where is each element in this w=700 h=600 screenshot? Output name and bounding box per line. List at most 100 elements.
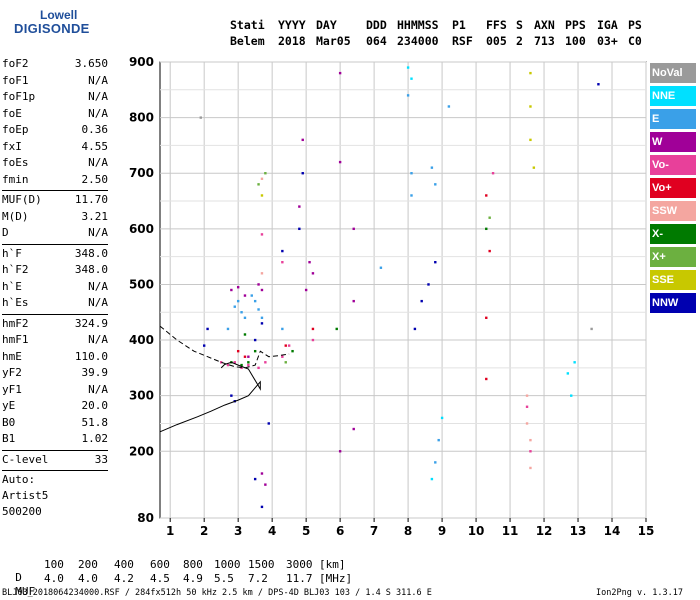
data-point: [529, 438, 532, 442]
muf-value: 4.9: [183, 572, 203, 585]
param-value: N/A: [88, 226, 108, 239]
param-row: hmF1 N/A: [2, 332, 108, 349]
param-row: M(D) 3.21: [2, 209, 108, 226]
data-point: [281, 249, 284, 253]
data-point: [298, 227, 301, 231]
d-value: 1000: [214, 558, 241, 571]
data-point: [352, 299, 355, 303]
data-point: [301, 172, 304, 175]
x-tick-label: 9: [438, 524, 446, 538]
y-tick-label: 600: [129, 222, 154, 236]
y-tick-label: 400: [129, 333, 154, 347]
param-name: yE: [2, 399, 16, 412]
param-row: D N/A: [2, 225, 108, 242]
footer-file-info: BLJ03_2018064234000.RSF / 284fx512h 50 k…: [2, 588, 432, 598]
header-label-8: AXN: [534, 18, 555, 32]
param-value: N/A: [88, 296, 108, 309]
param-value: 3.21: [81, 209, 109, 223]
data-point: [406, 66, 410, 69]
param-value: 2.50: [81, 172, 109, 186]
data-point: [260, 272, 264, 275]
data-point: [202, 344, 206, 347]
x-tick-label: 4: [268, 524, 276, 538]
param-row: B0 51.8: [2, 415, 108, 432]
header-label-1: YYYY: [278, 18, 306, 32]
y-tick-label: 300: [129, 389, 154, 403]
data-point: [485, 377, 488, 381]
legend-item-ssw: SSW: [650, 201, 696, 221]
param-name: foF2: [2, 57, 29, 70]
data-point: [257, 308, 260, 311]
param-row: MUF(D) 11.70: [2, 192, 108, 209]
x-tick-label: 5: [302, 524, 310, 538]
data-point: [267, 422, 270, 425]
param-row: yF2 39.9: [2, 365, 108, 382]
data-point: [434, 183, 437, 186]
data-point: [301, 138, 304, 142]
data-point: [440, 416, 444, 420]
data-point: [260, 194, 264, 197]
data-point: [236, 286, 240, 289]
param-value: 39.9: [81, 366, 109, 379]
data-point: [447, 105, 451, 108]
data-point: [264, 483, 267, 486]
param-name: fxI: [2, 139, 22, 153]
param-value: N/A: [88, 90, 108, 103]
param-value: 110.0: [74, 349, 108, 363]
param-name: foF1: [2, 73, 29, 87]
x-tick-label: 12: [536, 524, 553, 538]
param-name: B1: [2, 432, 16, 445]
x-tick-label: 2: [200, 524, 208, 538]
data-point: [573, 361, 576, 364]
d-value: 1500: [248, 558, 275, 571]
profile-curve: [159, 325, 290, 369]
legend-item-nne: NNE: [650, 86, 696, 106]
muf-table-d-row: D: [2, 558, 22, 584]
data-point: [250, 294, 253, 297]
parameter-panel: foF2 3.650 foF1 N/A foF1p N/A foE N/A foEp 0.36 fx…: [2, 56, 108, 520]
param-name: foEs: [2, 156, 29, 169]
data-point: [257, 283, 260, 286]
param-row: C-level 33: [2, 452, 108, 469]
data-point: [525, 394, 529, 397]
data-point: [406, 94, 410, 97]
data-point: [311, 272, 315, 275]
data-point: [253, 338, 257, 342]
param-row: foF1p N/A: [2, 89, 108, 106]
data-point: [485, 194, 488, 197]
param-row: h`Es N/A: [2, 295, 108, 312]
data-point: [233, 361, 236, 364]
param-name: yF2: [2, 366, 22, 379]
data-point: [338, 450, 342, 453]
param-separator: [2, 313, 108, 315]
data-point: [257, 183, 260, 186]
data-point: [298, 205, 301, 208]
x-tick-label: 11: [502, 524, 519, 538]
auto-line: Auto:: [2, 473, 36, 486]
data-point: [281, 260, 284, 264]
header-label-6: FFS: [486, 18, 507, 32]
y-tick-label: 200: [129, 444, 154, 458]
legend-item-x: X-: [650, 224, 696, 244]
legend: NoVal NNE E W Vo- Vo+ SSW X- X+ SSE NNW: [650, 63, 696, 316]
param-row: h`F2 348.0: [2, 262, 108, 279]
auto-line: 500200: [2, 505, 42, 518]
header-value-3: 064: [366, 34, 387, 48]
data-point: [352, 227, 355, 231]
data-point: [430, 166, 434, 169]
x-tick-label: 13: [570, 524, 587, 538]
data-point: [253, 299, 257, 303]
data-point: [532, 166, 536, 169]
data-point: [311, 338, 315, 342]
data-point: [260, 177, 264, 180]
data-point: [352, 427, 355, 431]
param-value: 11.70: [74, 193, 108, 206]
param-value: N/A: [88, 382, 108, 396]
data-point: [338, 160, 342, 164]
param-name: foE: [2, 106, 22, 120]
header-value-11: C0: [628, 34, 642, 48]
legend-item-x: X+: [650, 247, 696, 267]
auto-line: Artist5: [2, 489, 49, 502]
param-name: C-level: [2, 452, 49, 466]
param-name: foF1p: [2, 90, 36, 103]
